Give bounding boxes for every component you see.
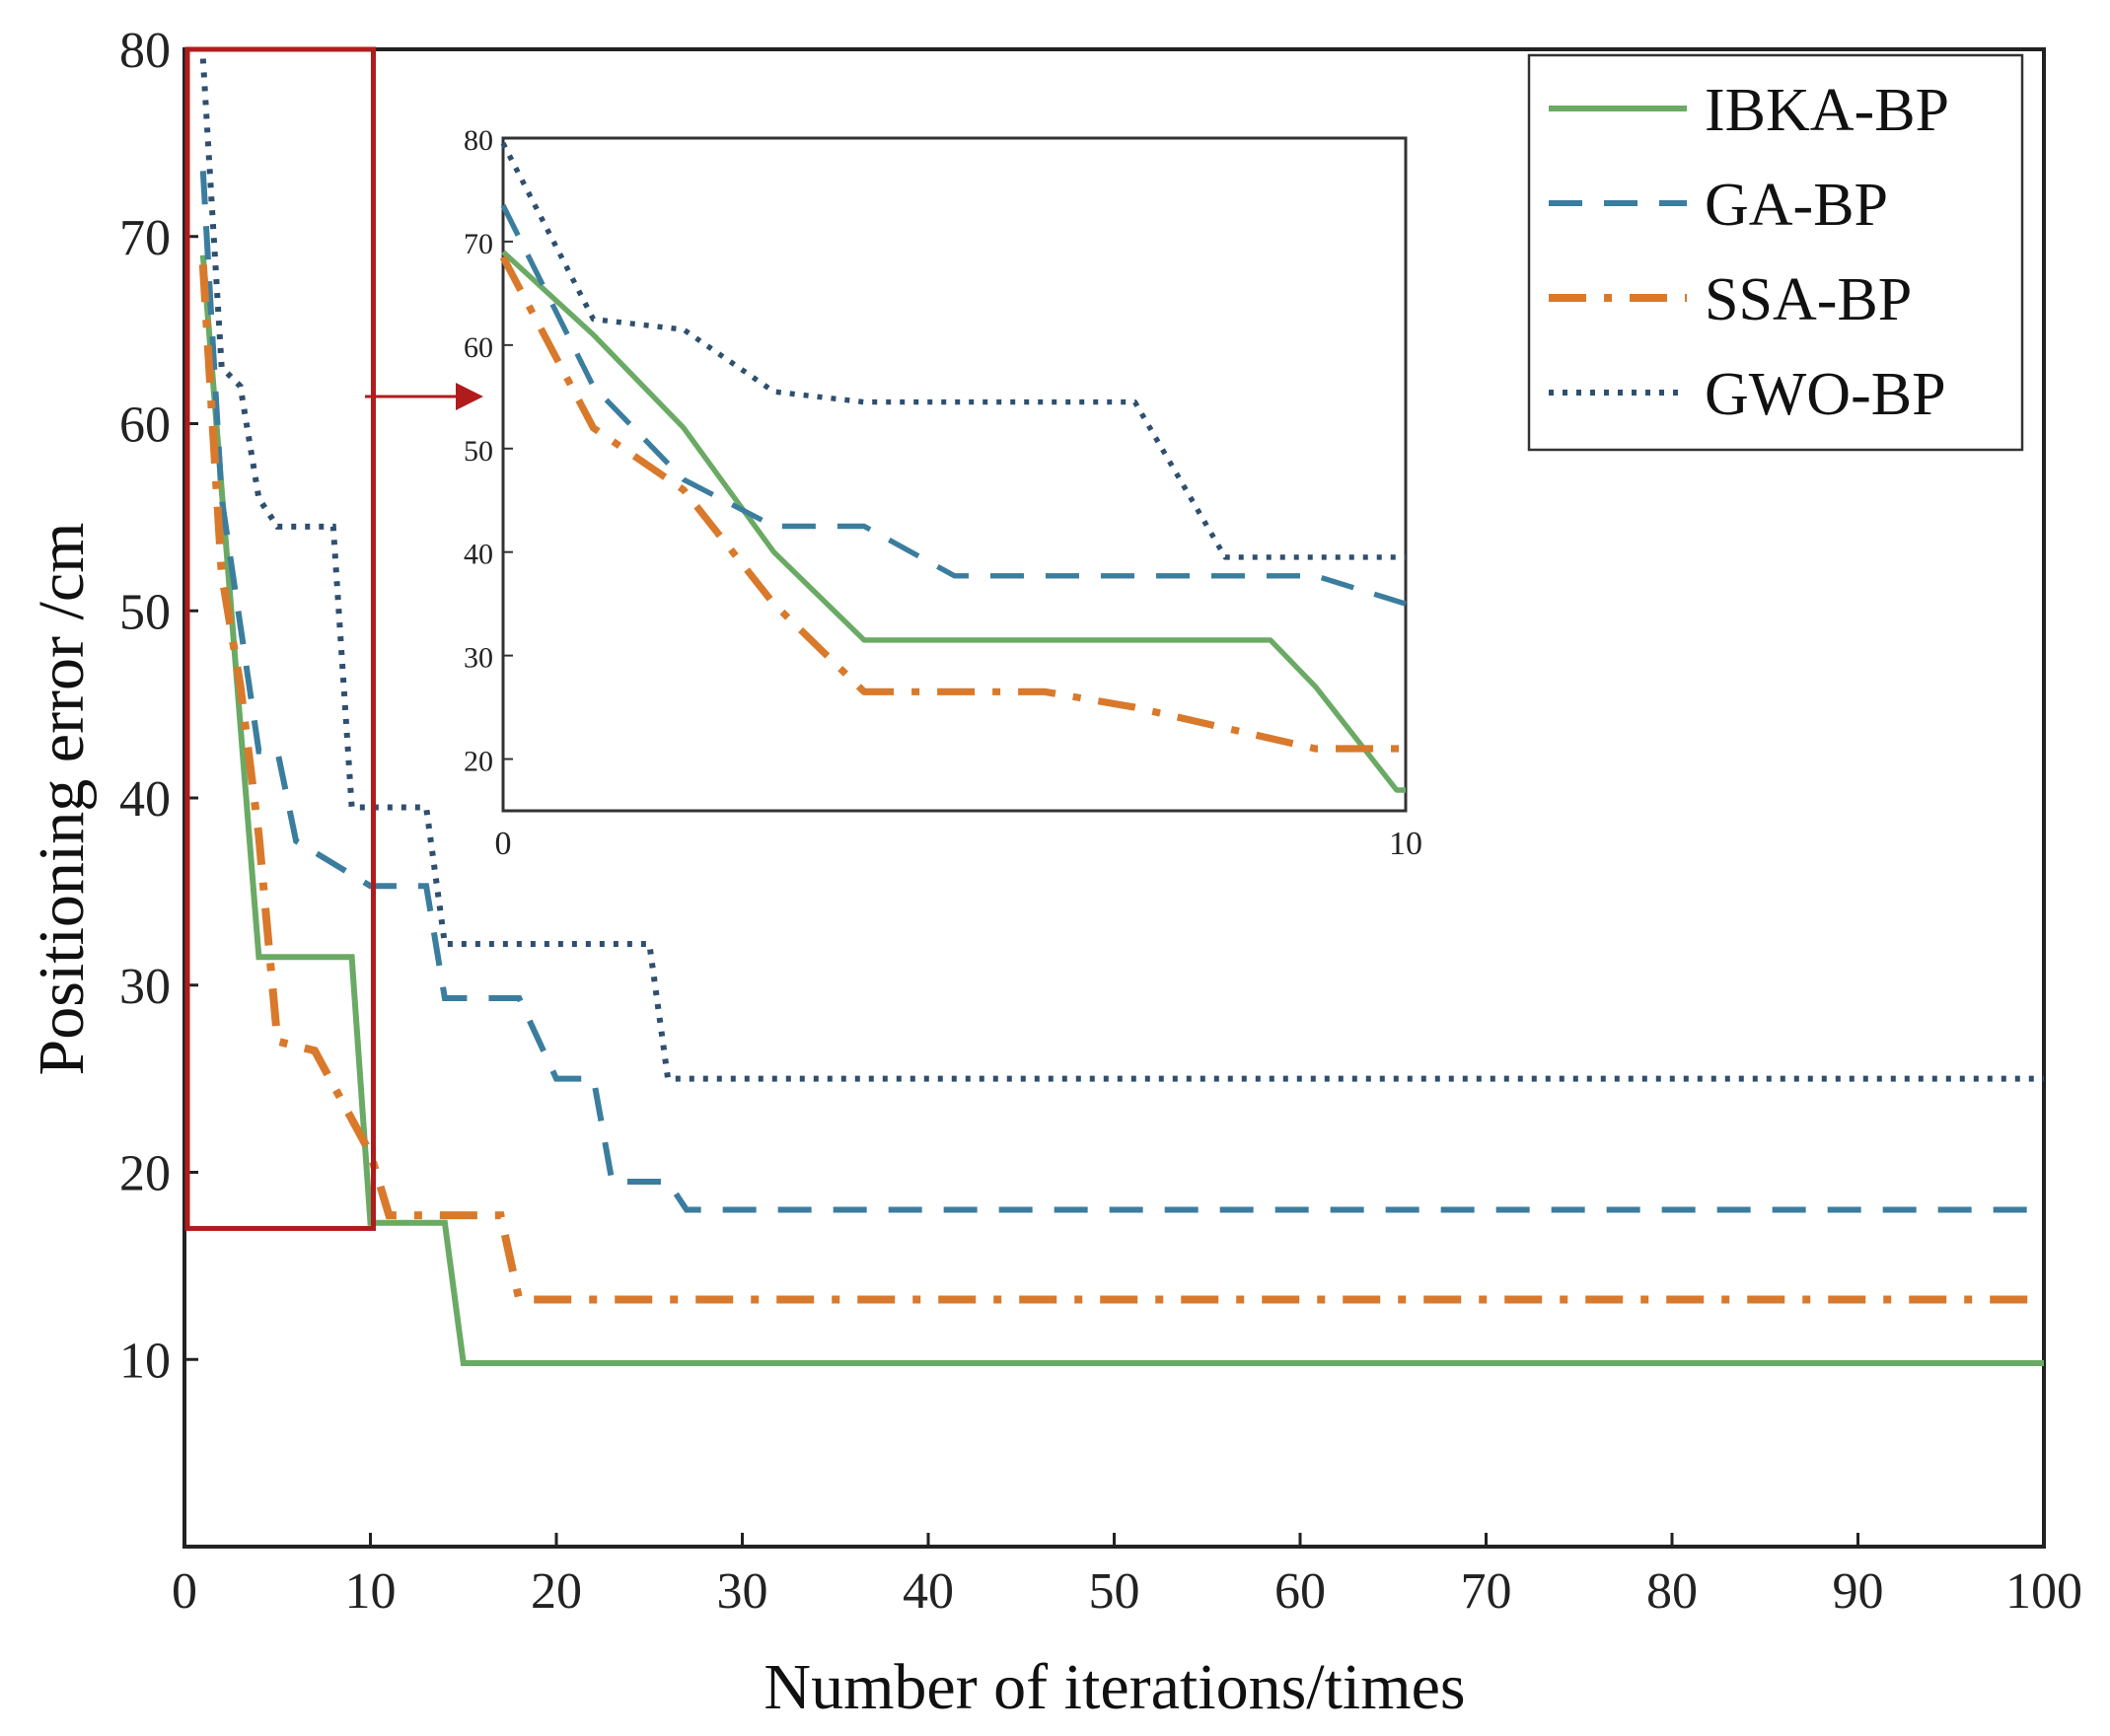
x-axis-title: Number of iterations/times — [764, 1651, 1465, 1723]
inset-series-line-ssa-bp — [499, 255, 1406, 753]
x-tick-label: 10 — [345, 1563, 397, 1620]
y-tick-label: 70 — [119, 210, 171, 266]
series-line-gwo-bp — [199, 58, 2044, 1082]
y-axis-title: Positioning error /cm — [26, 523, 98, 1076]
inset-frame — [501, 136, 1408, 813]
y-tick-label: 80 — [119, 23, 171, 79]
inset-series-line-ibka-bp — [501, 250, 1406, 793]
zoom-arrow-head — [456, 383, 483, 410]
x-tick-label: 30 — [717, 1563, 768, 1620]
inset-y-tick-label: 30 — [464, 642, 493, 675]
y-tick-label: 10 — [119, 1333, 171, 1389]
inset-y-tick-label: 80 — [464, 124, 493, 157]
inset-series-line-gwo-bp — [500, 141, 1406, 560]
x-tick-label: 0 — [172, 1563, 197, 1620]
inset-ticks-group: 0 10 20 30 40 50 60 70 80 — [464, 124, 1422, 862]
inset-x-tick-label: 0 — [495, 826, 512, 862]
x-tick-label: 40 — [903, 1563, 954, 1620]
y-tick-label: 50 — [119, 584, 171, 640]
legend-label-ssa-bp: SSA-BP — [1705, 266, 1912, 333]
x-tick-label: 80 — [1646, 1563, 1698, 1620]
inset-y-tick-label: 60 — [464, 331, 493, 364]
y-tick-label: 30 — [119, 959, 171, 1015]
inset-x-tick-label: 10 — [1389, 826, 1422, 862]
y-tick-label: 60 — [119, 398, 171, 454]
legend-box — [1527, 53, 2024, 452]
inset-series-group — [499, 141, 1407, 793]
inset-y-tick-label: 50 — [464, 435, 493, 468]
legend-label-gwo-bp: GWO-BP — [1705, 361, 1946, 428]
inset-y-tick-label: 40 — [464, 539, 493, 571]
series-line-ga-bp — [199, 171, 2044, 1213]
inset-series-line-ga-bp — [500, 203, 1407, 607]
x-tick-label: 100 — [2005, 1563, 2082, 1620]
y-tick-label: 20 — [119, 1146, 171, 1202]
x-tick-label: 70 — [1461, 1563, 1512, 1620]
inset-y-tick-label: 20 — [464, 746, 493, 778]
inset-y-tick-label: 70 — [464, 228, 493, 260]
series-line-ibka-bp — [199, 254, 2044, 1366]
legend-label-ibka-bp: IBKA-BP — [1705, 77, 1949, 144]
y-tick-label: 40 — [119, 771, 171, 828]
legend: IBKA-BP GA-BP SSA-BP GWO-BP — [1527, 53, 2024, 452]
zoom-highlight-rect — [184, 46, 376, 1231]
x-tick-label: 20 — [531, 1563, 582, 1620]
x-tick-label: 60 — [1274, 1563, 1326, 1620]
x-tick-label: 50 — [1089, 1563, 1140, 1620]
legend-label-ga-bp: GA-BP — [1705, 172, 1888, 239]
x-tick-label: 90 — [1833, 1563, 1884, 1620]
main-series-group — [198, 58, 2044, 1366]
